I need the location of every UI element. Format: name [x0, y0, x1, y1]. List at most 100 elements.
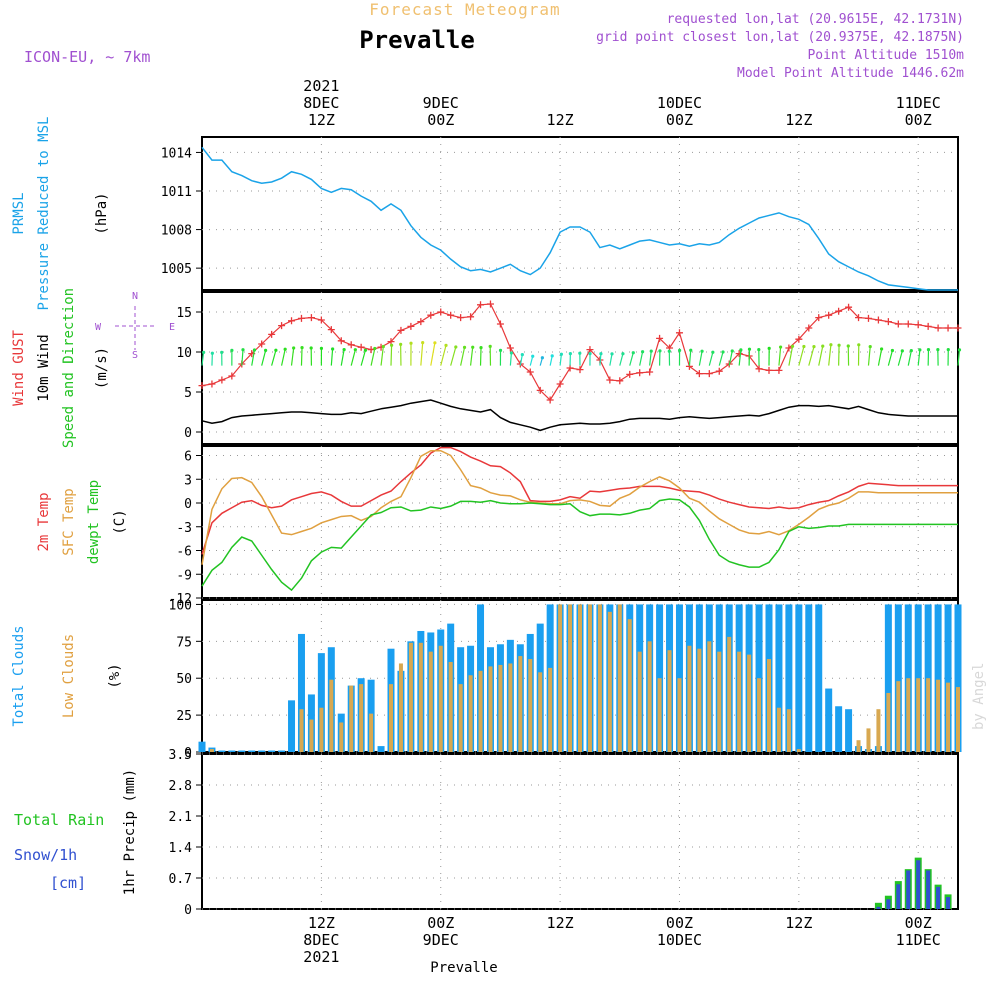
gust-marker — [307, 314, 315, 322]
gust-marker — [317, 316, 325, 324]
gust-marker — [805, 324, 813, 332]
gust-marker — [526, 368, 534, 376]
wind-arrow — [778, 346, 782, 366]
gust-marker — [278, 322, 286, 330]
panel-precipitation: 0 0.7 1.4 2.1 2.8 3.5 Total Rain Snow/1h [cm] 1hr… — [14, 748, 959, 918]
wind-arrow — [360, 350, 366, 366]
wind-arrow — [340, 349, 345, 366]
bar-low-cloud — [906, 678, 911, 752]
bar-low-cloud — [508, 663, 513, 752]
series-line-sfc-temp — [201, 450, 958, 565]
wind-arrow — [420, 342, 424, 366]
wind-arrow-head — [509, 351, 514, 355]
wind-arrow-head — [689, 348, 693, 352]
wind-arrow-head — [667, 349, 671, 353]
gridpoint-coords: grid point closest lon,lat (20.9375E, 42… — [596, 30, 964, 45]
compass-s: S — [132, 350, 138, 361]
wind-arrow-head — [363, 348, 368, 352]
gust-marker — [218, 376, 226, 384]
gust-marker — [496, 320, 504, 328]
wind-arrow-head — [621, 352, 625, 356]
gust-marker — [884, 318, 892, 326]
bar-snow — [906, 870, 911, 909]
y-tick-label: 1014 — [161, 146, 192, 161]
bar-total-cloud — [805, 604, 813, 752]
wind-arrow-head — [319, 346, 324, 351]
wind-arrow-head — [837, 343, 841, 347]
wind-arrow — [818, 345, 824, 366]
wind-arrow — [649, 351, 652, 366]
bar-snow — [936, 886, 941, 909]
bar-low-cloud — [926, 678, 931, 752]
bar-low-cloud — [578, 604, 582, 752]
bar-total-cloud — [775, 604, 783, 752]
gust-marker — [924, 322, 932, 330]
y-tick-label: 2.1 — [169, 810, 192, 825]
wind-arrow — [241, 349, 244, 366]
wind-arrow — [788, 346, 794, 366]
wind-arrow-head — [454, 345, 458, 349]
wind-arrow-head — [389, 343, 394, 347]
axis-label: Total Clouds — [11, 625, 27, 726]
axis-label: Wind GUST — [11, 330, 27, 406]
top-axis-label: 8DEC — [303, 94, 339, 112]
panel-temperature: -12 -9 -6 -3 0 3 6 2m Temp SFC Temp dewpt Temp (C) — [36, 445, 959, 607]
wind-arrow-head — [739, 348, 743, 352]
y-tick-label: 1008 — [161, 224, 192, 239]
wind-arrow-head — [264, 348, 268, 352]
wind-arrow — [599, 353, 602, 366]
wind-arrow-head — [550, 354, 554, 358]
bar-low-cloud — [886, 692, 891, 752]
bar-low-cloud — [617, 604, 622, 752]
wind-arrow-head — [829, 343, 833, 347]
bar-low-cloud — [438, 645, 443, 752]
wind-arrow-head — [946, 348, 950, 352]
y-tick-label: 5 — [184, 386, 192, 401]
top-axis-label: 9DEC — [423, 94, 459, 112]
top-axis-label: 00Z — [905, 111, 932, 129]
axis-label: SFC Temp — [61, 488, 77, 555]
y-tick-label: 2.8 — [169, 779, 192, 794]
bar-low-cloud — [528, 659, 533, 752]
gust-marker — [735, 350, 743, 358]
wind-arrow-head — [711, 350, 715, 354]
axis-label: PRMSL — [11, 192, 27, 234]
axis-label: (hPa) — [94, 192, 110, 234]
panel-frame — [201, 291, 959, 445]
bottom-axis-label: 12Z — [547, 914, 574, 932]
bar-low-cloud — [329, 679, 334, 752]
gust-marker — [835, 307, 843, 315]
gust-marker — [646, 368, 654, 376]
wind-arrow — [460, 347, 466, 366]
wind-arrow-head — [444, 343, 448, 347]
compass-w: W — [95, 322, 102, 333]
bar-low-cloud — [299, 709, 304, 752]
gust-marker — [934, 324, 942, 332]
bar-total-cloud — [377, 746, 385, 752]
bar-low-cloud — [349, 685, 354, 752]
wind-arrow — [529, 356, 534, 366]
gust-marker — [626, 370, 634, 378]
gust-marker — [477, 301, 485, 309]
gust-marker — [447, 311, 455, 319]
y-tick-label: 0 — [184, 497, 192, 512]
bar-total-cloud — [835, 706, 843, 752]
bar-total-cloud — [218, 750, 226, 752]
panel-clouds: 0 25 50 75 100 Total Clouds Low Clouds (%) — [11, 598, 962, 761]
gust-marker — [656, 334, 664, 342]
bar-total-cloud — [258, 750, 266, 752]
gust-marker — [855, 314, 863, 322]
wind-arrow-head — [857, 343, 861, 347]
bar-low-cloud — [309, 719, 314, 752]
wind-arrow-head — [283, 347, 287, 351]
gust-marker — [268, 330, 276, 338]
top-axis-label: 12Z — [308, 111, 335, 129]
y-tick-label: 10 — [176, 346, 192, 361]
wind-arrow — [639, 351, 644, 366]
gust-marker — [437, 308, 445, 316]
bar-total-cloud — [238, 750, 246, 752]
bar-low-cloud — [916, 678, 921, 752]
